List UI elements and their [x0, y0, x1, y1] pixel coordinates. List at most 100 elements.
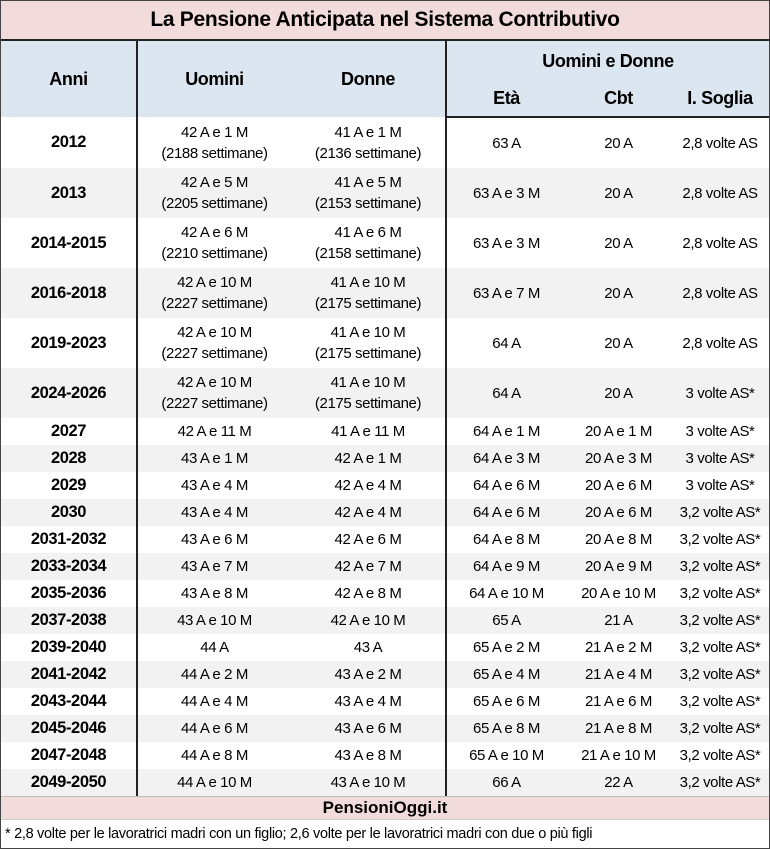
cell-uomini: 42 A e 11 M — [177, 423, 252, 440]
cell-cbt: 20 A — [566, 318, 671, 368]
header-uomini: Uomini — [136, 41, 291, 117]
cell-soglia: 2,8 volte AS — [671, 268, 770, 318]
table-row: 2039-2040 44 A 43 A 65 A e 2 M 21 A e 2 M 3,2… — [1, 634, 769, 661]
table-row: 2016-2018 42 A e 10 M (2227 settimane) 41 A… — [1, 268, 770, 318]
cell-soglia: 2,8 volte AS — [682, 234, 758, 252]
cell-uomini_sett: (2227 settimane) — [161, 295, 268, 312]
cell-uomini_sett: (2210 settimane) — [161, 245, 268, 262]
cell-eta: 66 A — [492, 774, 521, 791]
cell-soglia: 3,2 volte AS* — [671, 661, 770, 688]
cell-uomini: 42 A e 6 M — [181, 224, 248, 241]
cell-soglia: 3 volte AS* — [671, 368, 770, 418]
table-row: 2037-2038 43 A e 10 M 42 A e 10 M 65 A 21 A 3… — [1, 607, 770, 634]
cell-uomini: 42 A e 10 M (2227 settimane) — [136, 318, 291, 368]
cell-uomini_sett: (2227 settimane) — [161, 395, 268, 412]
cell-cbt: 20 A — [604, 284, 633, 302]
header-donne: Donne — [291, 41, 446, 117]
cell-uomini: 44 A e 6 M — [181, 720, 248, 737]
table-row: 2031-2032 43 A e 6 M 42 A e 6 M 64 A e 8 M 2… — [1, 526, 769, 553]
cell-cbt: 20 A e 8 M — [585, 531, 652, 548]
cell-anni: 2045-2046 — [1, 715, 137, 742]
cell-donne: 42 A e 4 M — [291, 472, 446, 499]
cell-soglia: 3,2 volte AS* — [679, 504, 761, 521]
cell-eta: 65 A e 10 M — [445, 742, 566, 769]
table-row: 2033-2034 43 A e 7 M 42 A e 7 M 64 A e 9 M 2… — [1, 553, 770, 580]
table-row: 2045-2046 44 A e 6 M 43 A e 6 M 65 A e 8 M 2… — [1, 715, 770, 742]
cell-eta: 64 A — [445, 368, 566, 418]
cell-soglia: 3,2 volte AS* — [679, 720, 761, 737]
cell-soglia: 3,2 volte AS* — [671, 553, 770, 580]
cell-eta: 65 A e 2 M — [445, 634, 566, 661]
cell-anni: 2041-2042 — [1, 661, 137, 688]
table-row: 2029 43 A e 4 M 42 A e 4 M 64 A e 6 M 20 A e… — [1, 472, 769, 499]
cell-anni: 2013 — [50, 183, 87, 202]
cell-cbt: 21 A e 10 M — [581, 747, 656, 764]
cell-anni: 2029 — [50, 476, 87, 494]
cell-donne: 42 A e 7 M — [291, 553, 446, 580]
cell-eta: 65 A — [492, 612, 521, 629]
cell-soglia: 3 volte AS* — [671, 445, 770, 472]
cell-donne: 41 A e 11 M — [291, 418, 446, 445]
cell-eta: 63 A e 3 M — [473, 234, 540, 252]
cell-soglia: 3,2 volte AS* — [671, 715, 770, 742]
cell-uomini: 42 A e 10 M (2227 settimane) — [136, 268, 291, 318]
cell-uomini: 44 A e 4 M — [181, 693, 248, 710]
cell-cbt: 21 A e 10 M — [566, 742, 671, 769]
cell-eta: 63 A e 3 M — [473, 184, 540, 202]
table-row: 2047-2048 44 A e 8 M 43 A e 8 M 65 A e 10 M… — [1, 742, 769, 769]
cell-anni: 2033-2034 — [1, 553, 137, 580]
cell-soglia: 3,2 volte AS* — [679, 666, 761, 683]
cell-soglia: 3,2 volte AS* — [671, 769, 770, 796]
cell-donne: 41 A e 10 M — [330, 374, 406, 391]
cell-anni: 2016-2018 — [30, 283, 107, 302]
cell-donne: 41 A e 10 M — [330, 274, 406, 291]
cell-uomini: 43 A e 4 M — [181, 477, 248, 494]
cell-donne: 41 A e 10 M (2175 settimane) — [291, 268, 446, 318]
cell-anni: 2043-2044 — [1, 688, 137, 715]
cell-anni: 2035-2036 — [30, 584, 107, 602]
cell-uomini: 42 A e 6 M (2210 settimane) — [136, 218, 291, 268]
cell-donne: 42 A e 1 M — [334, 450, 402, 467]
table-row: 2028 43 A e 1 M 42 A e 1 M 64 A e 3 M 20 A e… — [1, 445, 770, 472]
cell-soglia: 3,2 volte AS* — [671, 580, 769, 607]
table-row: 2024-2026 42 A e 10 M (2227 settimane) 41 A… — [1, 368, 770, 418]
cell-eta: 65 A e 8 M — [445, 715, 566, 742]
cell-anni: 2030 — [50, 503, 87, 521]
source-footer: PensioniOggi.it — [1, 796, 769, 819]
cell-uomini: 43 A e 10 M — [136, 607, 291, 634]
cell-soglia: 2,8 volte AS — [671, 218, 769, 268]
cell-anni: 2031-2032 — [1, 526, 137, 553]
cell-donne: 43 A e 10 M — [291, 769, 446, 796]
cell-uomini: 43 A e 6 M — [181, 531, 248, 548]
cell-soglia: 3,2 volte AS* — [679, 585, 761, 602]
cell-donne: 43 A e 8 M — [291, 742, 446, 769]
cell-eta: 64 A e 1 M — [473, 423, 540, 440]
cell-donne: 41 A e 11 M — [331, 423, 405, 440]
cell-donne_sett: (2175 settimane) — [314, 395, 422, 412]
cell-soglia: 3,2 volte AS* — [679, 693, 761, 710]
cell-anni: 2027 — [1, 418, 137, 445]
cell-uomini: 44 A e 10 M — [177, 774, 252, 791]
cell-anni: 2012 — [1, 117, 137, 168]
cell-uomini: 43 A e 4 M — [136, 499, 291, 526]
cell-donne: 41 A e 1 M (2136 settimane) — [291, 117, 446, 168]
cell-eta: 64 A e 8 M — [445, 526, 566, 553]
cell-uomini: 43 A e 8 M — [181, 585, 248, 602]
cell-uomini: 44 A e 8 M — [136, 742, 291, 769]
cell-donne: 43 A e 10 M — [330, 774, 406, 791]
cell-anni: 2047-2048 — [30, 746, 107, 764]
cell-eta: 63 A e 3 M — [445, 218, 566, 268]
cell-donne: 41 A e 10 M (2175 settimane) — [291, 318, 446, 368]
cell-uomini: 44 A e 10 M — [136, 769, 291, 796]
cell-anni: 2028 — [1, 445, 137, 472]
cell-cbt: 20 A e 1 M — [566, 418, 671, 445]
cell-soglia: 2,8 volte AS — [682, 334, 758, 352]
cell-soglia: 3,2 volte AS* — [679, 639, 761, 656]
cell-soglia: 2,8 volte AS — [682, 284, 758, 302]
cell-cbt: 20 A e 1 M — [585, 423, 652, 440]
header-anni: Anni — [1, 41, 137, 117]
cell-eta: 64 A e 6 M — [445, 499, 566, 526]
cell-cbt: 21 A e 4 M — [566, 661, 671, 688]
cell-anni: 2047-2048 — [1, 742, 137, 769]
cell-uomini: 42 A e 10 M (2227 settimane) — [136, 368, 291, 418]
